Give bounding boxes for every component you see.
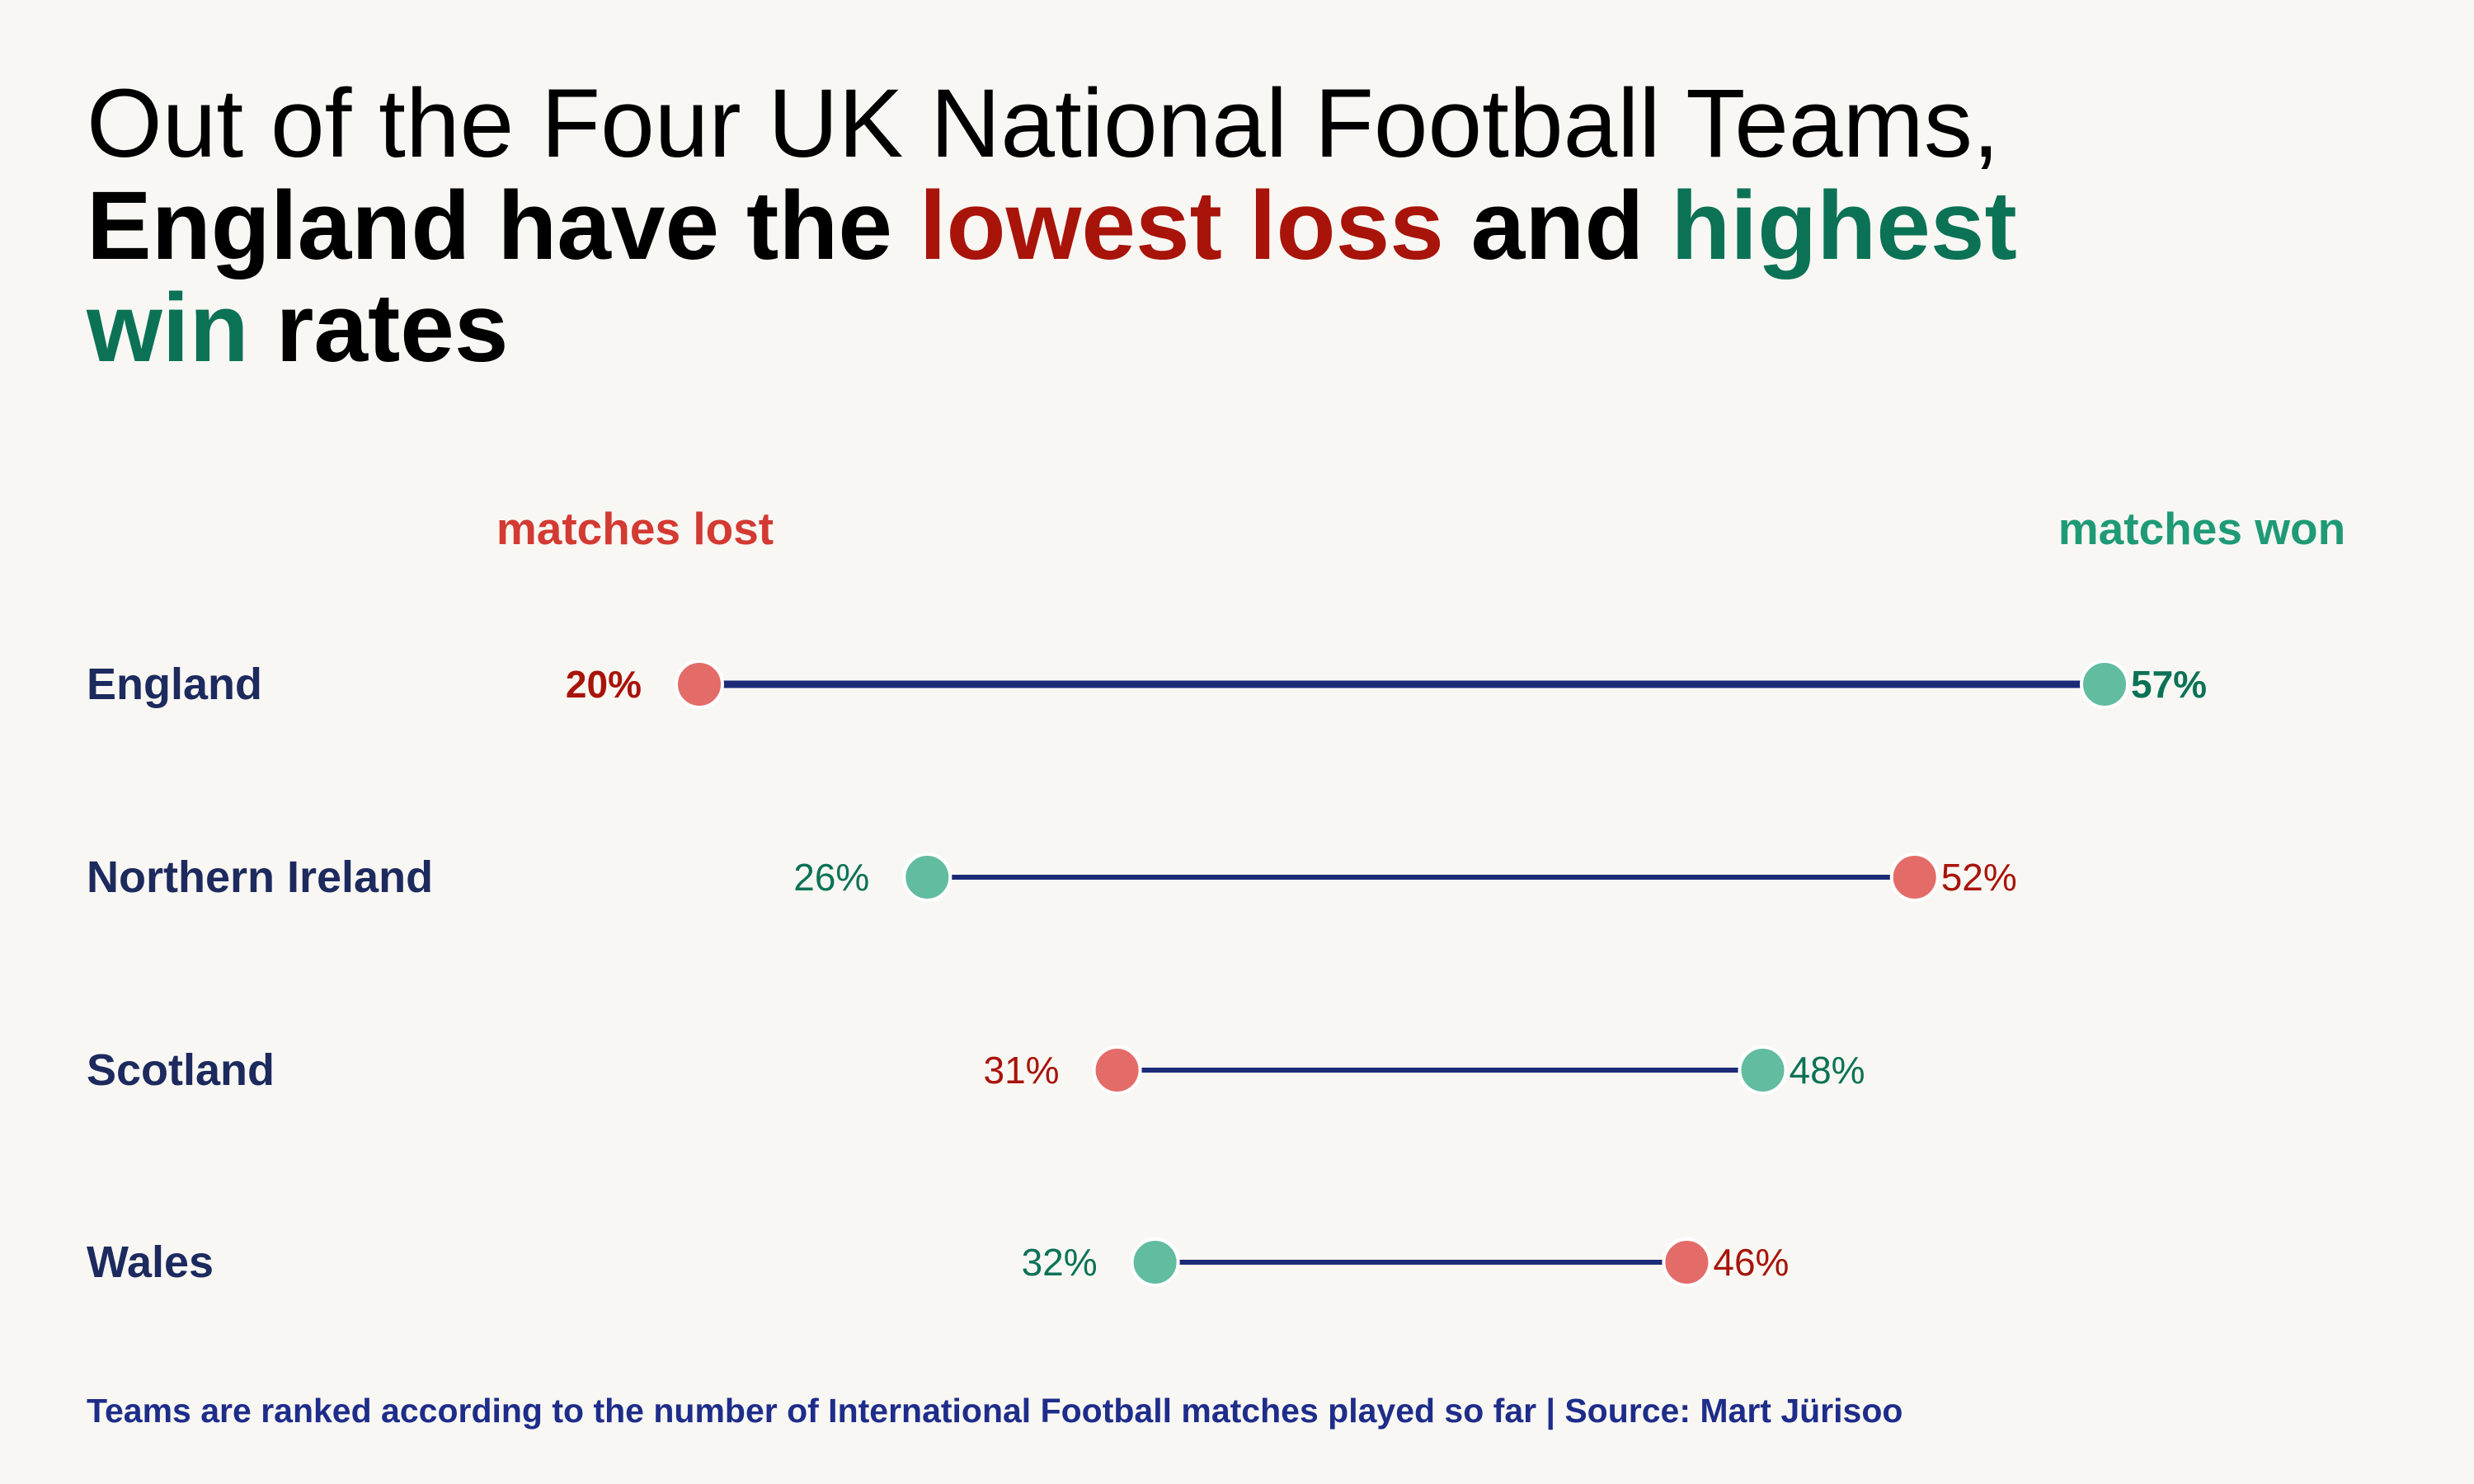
- lost-value-england: 20%: [566, 663, 642, 706]
- title-lowest-loss: lowest loss: [919, 171, 1444, 280]
- title-line-2: England have the lowest loss and highest: [87, 175, 2313, 277]
- lost-dot-wales: [1662, 1237, 1712, 1287]
- title-win: win: [87, 274, 249, 383]
- won-dot-england: [2080, 660, 2129, 709]
- team-label-scotland: Scotland: [87, 1045, 275, 1095]
- team-label-wales: Wales: [87, 1237, 214, 1287]
- title-highest: highest: [1671, 171, 2017, 280]
- lost-dot-northern-ireland: [1889, 852, 1940, 902]
- won-value-wales: 32%: [1022, 1241, 1098, 1284]
- chart-rows: England 20% 57% Northern Ireland 52% 26% Scotl…: [87, 660, 2207, 1287]
- chart-title: Out of the Four UK National Football Tea…: [87, 73, 2313, 379]
- header-matches-won: matches won: [2058, 503, 2345, 554]
- lost-dot-scotland: [1092, 1045, 1142, 1095]
- footer-source: Teams are ranked according to the number…: [87, 1392, 1903, 1430]
- title-and: and: [1443, 171, 1672, 280]
- won-value-england: 57%: [2131, 663, 2207, 706]
- lost-value-wales: 46%: [1713, 1241, 1789, 1284]
- header-matches-lost: matches lost: [496, 503, 774, 554]
- title-line-1: Out of the Four UK National Football Tea…: [87, 69, 2000, 178]
- title-rates: rates: [248, 274, 509, 383]
- won-value-northern-ireland: 26%: [793, 856, 869, 899]
- team-label-northern-ireland: Northern Ireland: [87, 852, 433, 902]
- won-value-scotland: 48%: [1790, 1049, 1865, 1092]
- lost-value-northern-ireland: 52%: [1941, 856, 2017, 899]
- won-dot-wales: [1130, 1237, 1180, 1287]
- title-line-2-start: England have the: [87, 171, 920, 280]
- lost-dot-england: [675, 660, 724, 709]
- team-label-england: England: [87, 660, 262, 709]
- lost-value-scotland: 31%: [984, 1049, 1060, 1092]
- won-dot-northern-ireland: [902, 852, 952, 902]
- won-dot-scotland: [1738, 1045, 1788, 1095]
- title-line-3: win rates: [87, 277, 2313, 379]
